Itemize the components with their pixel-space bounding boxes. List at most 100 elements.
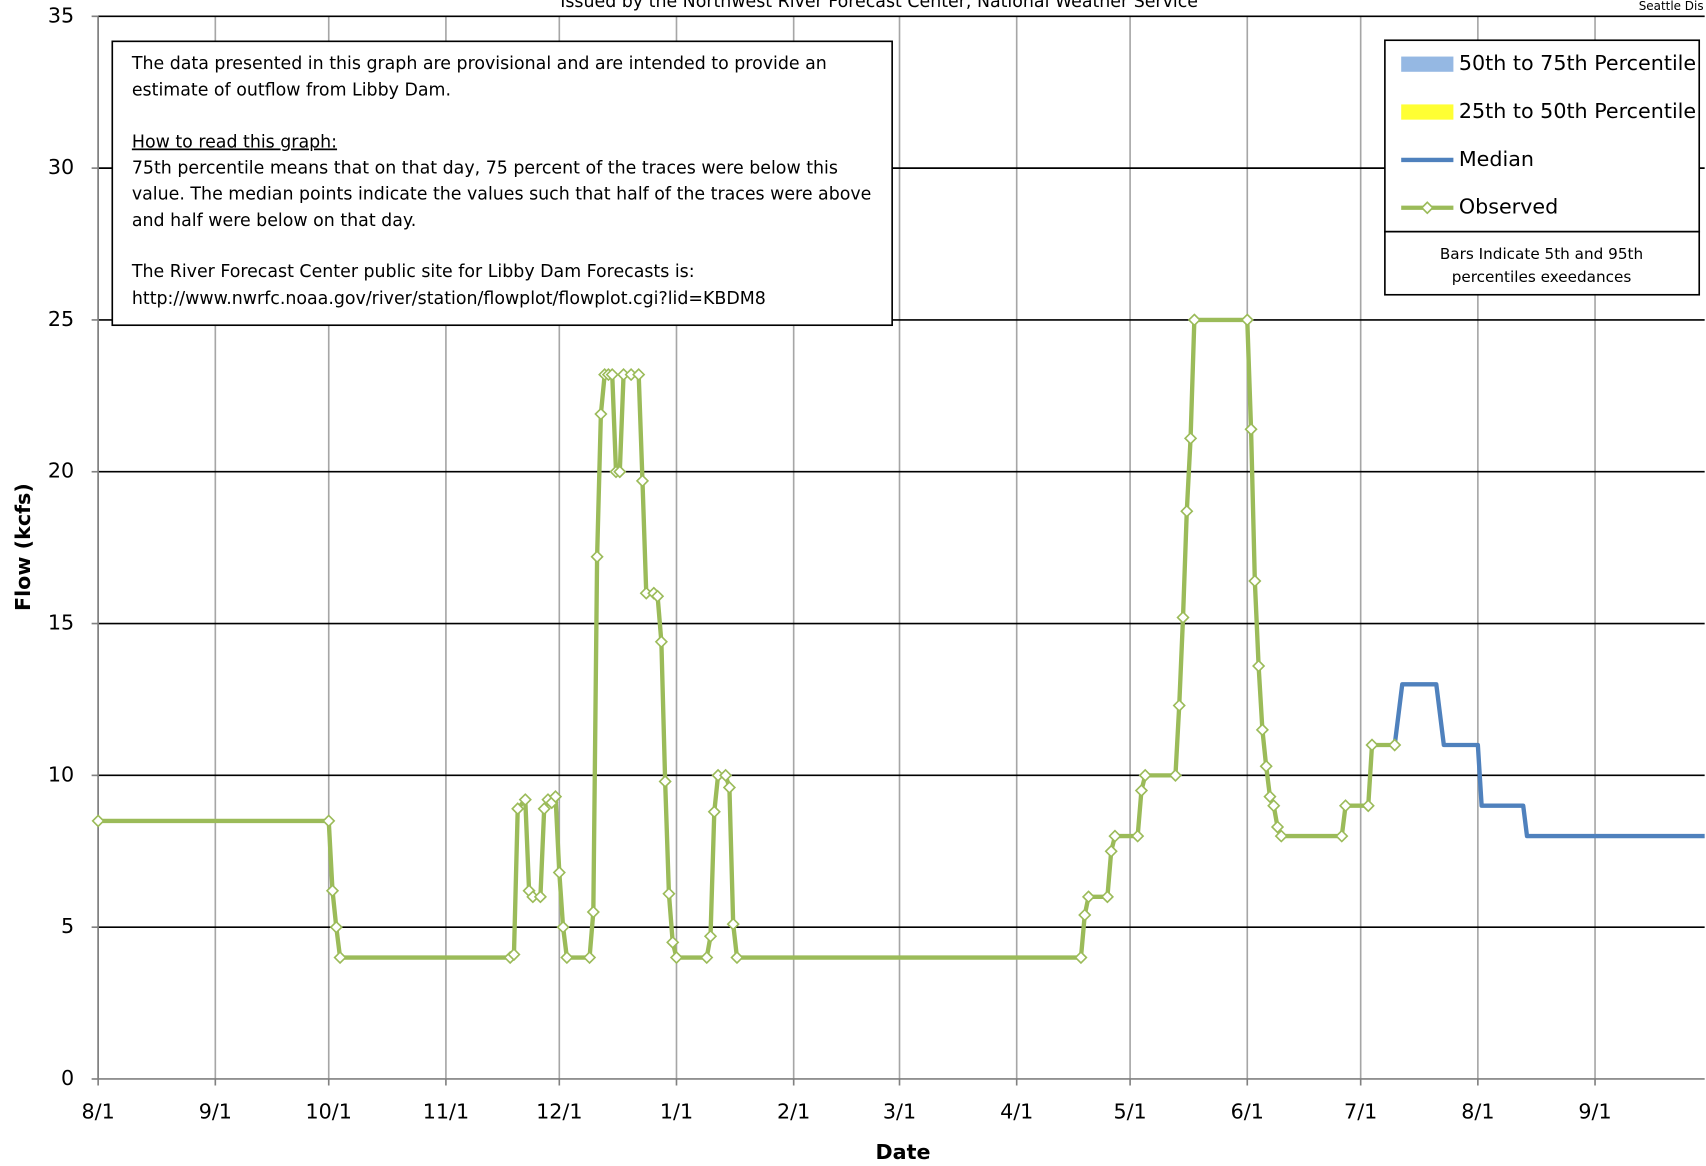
y-axis-label: Flow (kcfs) [11,483,35,611]
data-point [703,929,718,943]
data-point [666,935,680,949]
data-point [1361,799,1375,813]
series-line [98,317,1395,960]
data-point [560,950,574,965]
data-point [582,950,597,965]
legend-swatch [1401,56,1454,72]
legend-note: percentiles exeedances [1452,268,1632,286]
data-point [1100,890,1115,904]
legend-marker [1420,201,1434,215]
x-tick-label: 8/1 [1461,1100,1494,1124]
data-point [1338,799,1353,813]
annotation-text: value. The median points indicate the va… [132,185,872,205]
data-point [586,905,600,919]
data-point [590,550,604,564]
annotation-text: http://www.nwrfc.noaa.gov/river/station/… [132,289,766,309]
data-point [662,887,676,901]
data-point [548,790,563,804]
data-point [632,367,646,382]
data-point [1131,829,1145,843]
data-point [1388,738,1402,752]
data-point [1259,759,1273,773]
data-point [658,774,672,789]
data-point [1270,820,1285,834]
data-point [537,802,551,816]
corner-text: Seattle Dis [1639,0,1704,13]
data-point [1187,313,1201,327]
x-tick-label: 9/1 [199,1100,232,1124]
data-point [726,917,740,931]
data-point [1168,768,1183,782]
data-point [329,920,343,934]
legend-box [1384,39,1701,233]
data-point [669,950,684,965]
y-tick-label: 25 [48,307,74,331]
data-point [1248,574,1262,588]
x-tick-label: 9/1 [1578,1100,1611,1124]
x-tick-label: 6/1 [1231,1100,1264,1124]
annotation-text: 75th percentile means that on that day, … [132,159,838,179]
y-tick-label: 5 [61,914,74,938]
data-point [1180,504,1194,518]
data-point [1078,908,1092,922]
data-point [1074,950,1088,965]
data-point [507,947,521,962]
data-point [1365,738,1379,752]
x-axis-label: Date [876,1140,931,1164]
x-tick-label: 2/1 [777,1100,810,1124]
data-point [518,793,532,807]
data-point [650,589,665,603]
data-point [1176,610,1190,625]
annotation-text: How to read this graph: [132,132,337,152]
x-tick-label: 7/1 [1344,1100,1377,1124]
annotation-text: The River Forecast Center public site fo… [131,262,695,282]
x-tick-label: 3/1 [883,1100,916,1124]
x-tick-label: 5/1 [1113,1100,1146,1124]
data-point [594,407,608,421]
chart-title: Issued by the Northwest River Forecast C… [560,0,1198,12]
data-point [1138,768,1152,782]
data-point [1267,799,1281,813]
data-point [91,814,105,828]
data-point [333,950,347,965]
data-point [1172,698,1186,713]
series-line [1392,682,1705,839]
legend-note: Bars Indicate 5th and 95th [1440,245,1643,263]
annotation-text: and half were below on that day. [132,211,416,231]
data-point [730,950,744,965]
legend-label: 25th to 50th Percentile [1459,99,1696,123]
data-point [322,814,336,828]
data-point [722,780,737,795]
data-point [1263,790,1277,804]
data-point [635,474,650,488]
data-point [605,367,619,382]
x-tick-label: 1/1 [660,1100,693,1124]
y-tick-label: 35 [48,3,74,27]
data-point [654,635,668,649]
x-tick-label: 10/1 [306,1100,352,1124]
data-point [511,802,525,816]
x-tick-label: 4/1 [1000,1100,1033,1124]
data-point [1335,829,1349,843]
y-tick-label: 20 [48,459,74,483]
data-point [1134,783,1149,798]
x-tick-label: 12/1 [536,1100,582,1124]
data-point [1274,829,1288,843]
legend-note-box [1384,230,1701,296]
y-tick-label: 15 [48,611,74,635]
data-point [1244,422,1258,436]
data-point [1108,829,1122,843]
legend-label: 50th to 75th Percentile [1459,51,1696,75]
data-point [719,768,733,782]
legend-label: Observed [1459,195,1558,219]
data-point [1240,313,1254,327]
legend-label: Median [1459,147,1534,171]
data-point [700,950,714,965]
data-point [325,884,340,898]
x-tick-label: 8/1 [82,1100,115,1124]
data-point [1252,659,1266,673]
y-tick-label: 30 [48,155,74,179]
data-point [1183,431,1198,445]
data-point [707,805,721,819]
